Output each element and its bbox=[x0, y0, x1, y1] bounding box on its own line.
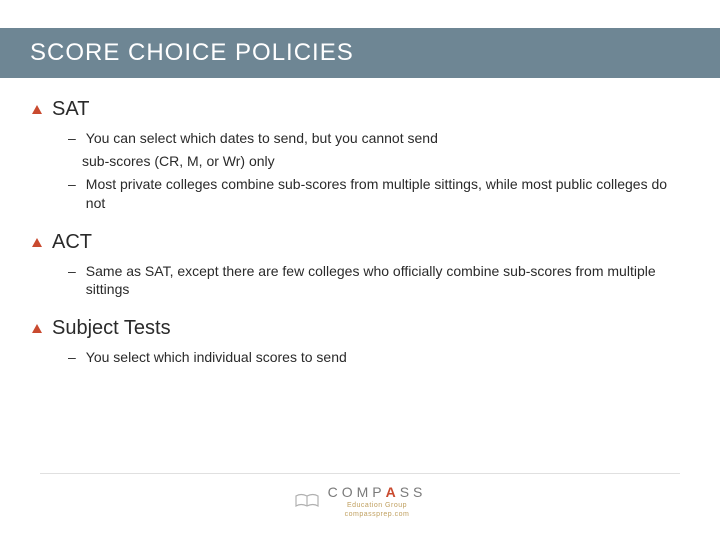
logo-wordmark: COMPASS bbox=[328, 484, 427, 500]
section-header: Subject Tests bbox=[32, 317, 690, 340]
sub-list: – Same as SAT, except there are few coll… bbox=[68, 262, 690, 300]
dash-icon: – bbox=[68, 175, 76, 194]
section-act: ACT – Same as SAT, except there are few … bbox=[32, 231, 690, 300]
dash-icon: – bbox=[68, 262, 76, 281]
item-text: You can select which dates to send, but … bbox=[86, 129, 438, 148]
section-heading: ACT bbox=[52, 231, 92, 254]
item-text: Same as SAT, except there are few colleg… bbox=[86, 262, 690, 300]
section-header: ACT bbox=[32, 231, 690, 254]
list-item: – Same as SAT, except there are few coll… bbox=[68, 262, 690, 300]
section-heading: Subject Tests bbox=[52, 317, 171, 340]
logo-accent-letter: A bbox=[386, 484, 400, 500]
logo-post: SS bbox=[400, 484, 427, 500]
logo-pre: COMP bbox=[328, 484, 386, 500]
footer-divider bbox=[40, 473, 680, 474]
sub-list: – You select which individual scores to … bbox=[68, 348, 690, 367]
dash-icon: – bbox=[68, 348, 76, 367]
section-header: SAT bbox=[32, 98, 690, 121]
item-continuation: sub-scores (CR, M, or Wr) only bbox=[82, 152, 690, 171]
triangle-bullet-icon bbox=[32, 105, 42, 114]
section-heading: SAT bbox=[52, 98, 89, 121]
list-item: – You can select which dates to send, bu… bbox=[68, 129, 690, 148]
slide-title: SCORE CHOICE POLICIES bbox=[30, 39, 354, 67]
list-item: – You select which individual scores to … bbox=[68, 348, 690, 367]
triangle-bullet-icon bbox=[32, 238, 42, 247]
dash-icon: – bbox=[68, 129, 76, 148]
item-text: You select which individual scores to se… bbox=[86, 348, 347, 367]
logo-subtitle-2: compassprep.com bbox=[328, 511, 427, 518]
content-area: SAT – You can select which dates to send… bbox=[32, 98, 690, 385]
section-subject-tests: Subject Tests – You select which individ… bbox=[32, 317, 690, 367]
logo-text-block: COMPASS Education Group compassprep.com bbox=[328, 484, 427, 518]
book-icon bbox=[294, 492, 320, 510]
section-sat: SAT – You can select which dates to send… bbox=[32, 98, 690, 213]
item-text: Most private colleges combine sub-scores… bbox=[86, 175, 690, 213]
logo-subtitle-1: Education Group bbox=[328, 502, 427, 509]
sub-list: – You can select which dates to send, bu… bbox=[68, 129, 690, 213]
footer: COMPASS Education Group compassprep.com bbox=[0, 473, 720, 518]
title-bar: SCORE CHOICE POLICIES bbox=[0, 28, 720, 78]
triangle-bullet-icon bbox=[32, 324, 42, 333]
logo: COMPASS Education Group compassprep.com bbox=[294, 484, 427, 518]
list-item: – Most private colleges combine sub-scor… bbox=[68, 175, 690, 213]
